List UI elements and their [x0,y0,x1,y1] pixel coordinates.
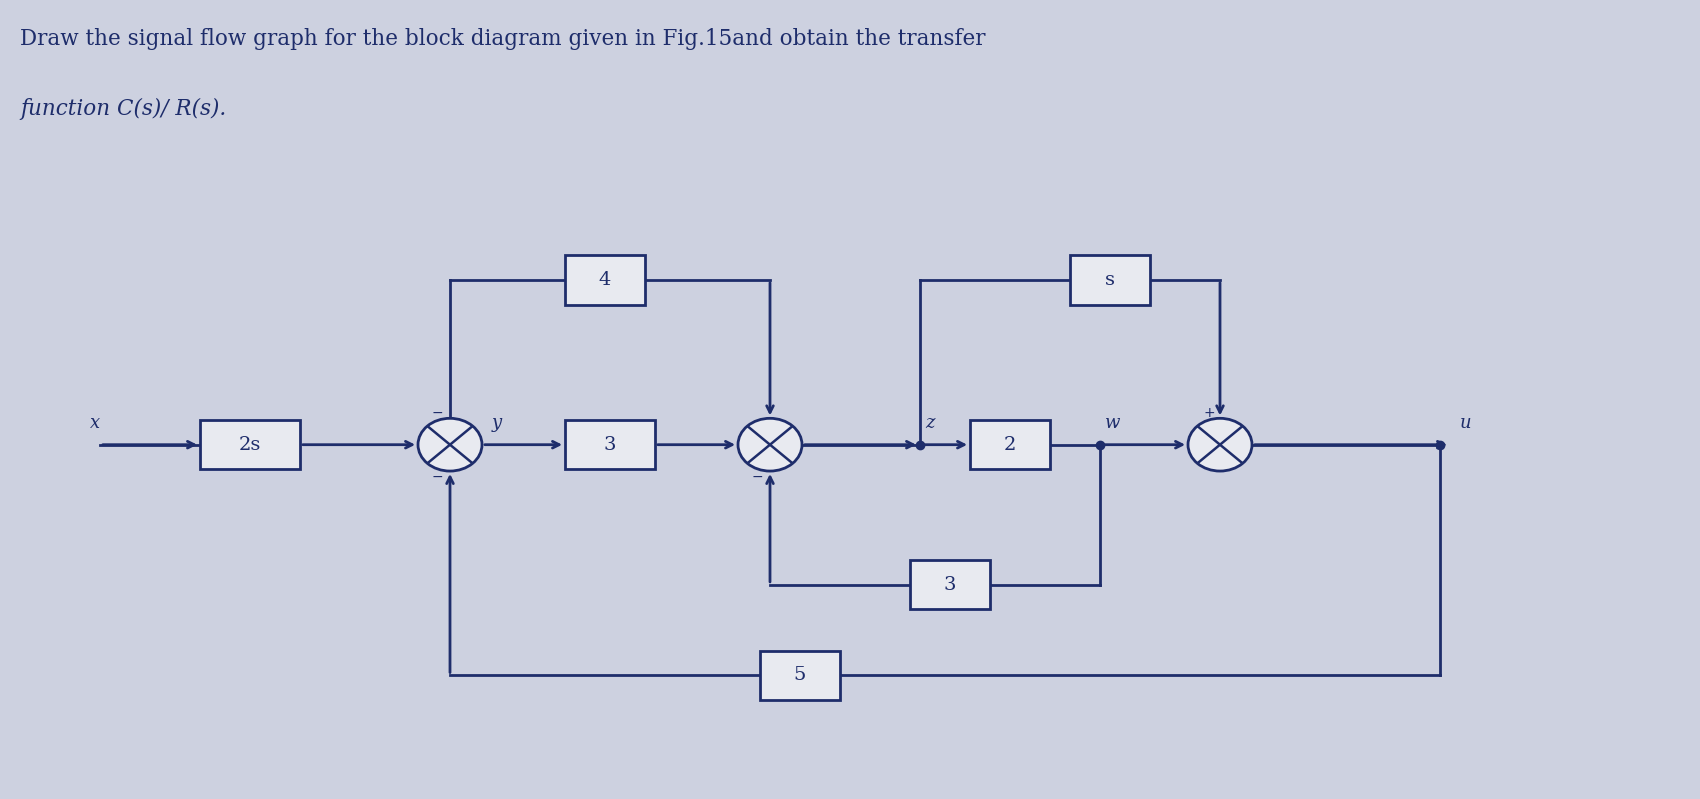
FancyBboxPatch shape [564,255,644,304]
Text: 3: 3 [604,435,615,454]
FancyBboxPatch shape [971,420,1051,470]
FancyBboxPatch shape [564,420,654,470]
Text: 4: 4 [598,271,612,289]
Text: −: − [432,470,444,483]
Text: +: + [1204,406,1216,420]
Circle shape [418,419,483,471]
Text: z: z [925,415,935,432]
Text: x: x [90,415,100,432]
Circle shape [1188,419,1251,471]
Text: s: s [1105,271,1115,289]
Text: function C(s)/ R(s).: function C(s)/ R(s). [20,98,226,120]
Text: y: y [491,415,501,432]
FancyBboxPatch shape [1069,255,1149,304]
FancyBboxPatch shape [760,650,840,700]
Text: w: w [1105,415,1120,432]
Text: u: u [1460,415,1472,432]
Text: −: − [432,406,444,420]
Text: Draw the signal flow graph for the block diagram given in Fig.15and obtain the t: Draw the signal flow graph for the block… [20,28,986,50]
Text: 5: 5 [794,666,806,685]
Text: 3: 3 [944,576,955,594]
Text: 2s: 2s [238,435,262,454]
FancyBboxPatch shape [910,560,989,610]
Text: 2: 2 [1003,435,1017,454]
Circle shape [738,419,802,471]
Text: −: − [751,470,763,483]
FancyBboxPatch shape [201,420,299,470]
